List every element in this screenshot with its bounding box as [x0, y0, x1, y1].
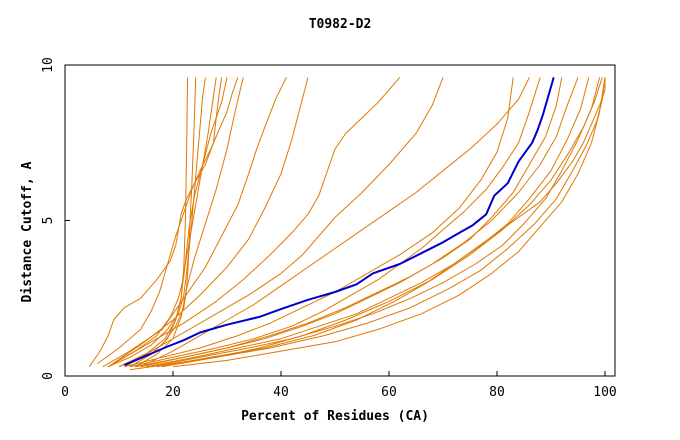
y-axis-label: Distance Cutoff, A — [20, 161, 35, 302]
x-axis-label: Percent of Residues (CA) — [241, 409, 429, 424]
series-line-22 — [172, 77, 606, 368]
series-line-5 — [124, 77, 189, 368]
series-line-8 — [134, 77, 244, 368]
series-line-2 — [97, 77, 239, 365]
series-line-12 — [118, 77, 444, 368]
series-line-10 — [107, 77, 309, 368]
series-line-17 — [140, 77, 579, 368]
x-tick-label: 20 — [165, 385, 181, 400]
series-line-21 — [162, 77, 606, 368]
x-tick-label: 0 — [61, 385, 69, 400]
series-line-6 — [129, 77, 217, 368]
axis-ticks: 0 20 40 60 80 100 0 5 10 — [41, 57, 617, 400]
series-line-1 — [88, 77, 223, 367]
highlight-layer — [124, 77, 555, 367]
x-tick-label: 60 — [381, 385, 397, 400]
y-tick-label: 5 — [41, 217, 56, 225]
series-line-18 — [145, 77, 590, 368]
series-layer — [88, 77, 606, 371]
series-line-11 — [113, 77, 401, 365]
series-line-7 — [113, 77, 228, 365]
y-tick-label: 0 — [41, 372, 56, 380]
y-tick-label: 10 — [41, 57, 56, 73]
chart-title: T0982-D2 — [309, 17, 372, 32]
series-line-19 — [151, 77, 601, 368]
plot-frame — [64, 64, 616, 377]
series-line-3 — [108, 77, 206, 368]
series-line-14 — [124, 77, 514, 368]
x-tick-label: 80 — [489, 385, 505, 400]
x-tick-label: 40 — [273, 385, 289, 400]
x-tick-label: 100 — [593, 385, 616, 400]
highlight-series-line — [124, 77, 555, 367]
series-line-23 — [156, 77, 606, 368]
